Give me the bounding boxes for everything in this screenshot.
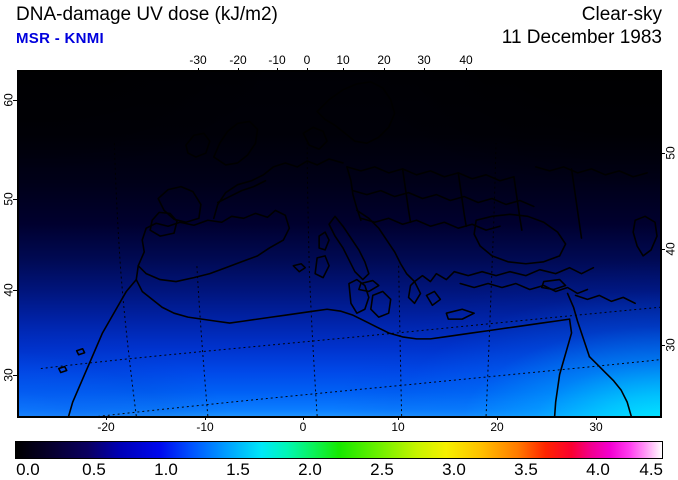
tick-label-longitude-top-1: -20 <box>229 53 247 67</box>
colorbar-tick-label-0: 0.0 <box>16 460 40 479</box>
plot-frame <box>17 70 662 418</box>
tick-label-longitude-top-4: 10 <box>336 53 350 67</box>
tick-mark-latitude-right-2 <box>661 345 665 346</box>
tick-label-latitude-right-2: 30 <box>663 338 678 352</box>
tick-mark-latitude-left-3 <box>13 375 17 376</box>
tick-mark-longitude-bottom-0 <box>106 417 107 420</box>
coastlines <box>57 81 658 416</box>
colorbar-tick-label-1: 0.5 <box>82 460 106 479</box>
tick-label-longitude-top-2: -10 <box>268 53 286 67</box>
coastline-overlay <box>40 81 660 416</box>
tick-mark-latitude-left-0 <box>13 100 17 101</box>
colorbar-tick-label-2: 1.0 <box>154 460 178 479</box>
chart-header: DNA-damage UV dose (kJ/m2) MSR - KNMI Cl… <box>0 0 678 52</box>
page-title: DNA-damage UV dose (kJ/m2) <box>16 4 278 25</box>
source-label: MSR - KNMI <box>16 30 104 47</box>
tick-label-longitude-top-5: 20 <box>377 53 391 67</box>
condition-label: Clear-sky <box>581 4 662 25</box>
tick-mark-longitude-top-6 <box>424 68 425 71</box>
tick-mark-longitude-top-0 <box>198 68 199 71</box>
tick-mark-longitude-top-3 <box>307 68 308 71</box>
tick-mark-longitude-bottom-2 <box>303 417 304 420</box>
tick-label-latitude-right-0: 50 <box>663 146 678 160</box>
colorbar <box>15 441 663 459</box>
colorbar-tick-label-8: 4.0 <box>586 460 610 479</box>
tick-mark-latitude-left-2 <box>13 290 17 291</box>
uv-dose-field <box>19 72 660 416</box>
tick-mark-longitude-top-2 <box>277 68 278 71</box>
tick-mark-longitude-bottom-3 <box>398 417 399 420</box>
tick-label-longitude-top-0: -30 <box>189 53 207 67</box>
colorbar-tick-label-9: 4.5 <box>639 460 663 479</box>
colorbar-tick-label-6: 3.0 <box>442 460 466 479</box>
tick-mark-longitude-top-1 <box>238 68 239 71</box>
colorbar-tick-label-4: 2.0 <box>298 460 322 479</box>
tick-label-longitude-bottom-1: -10 <box>196 420 214 434</box>
tick-mark-longitude-bottom-5 <box>596 417 597 420</box>
tick-label-longitude-top-7: 40 <box>459 53 473 67</box>
tick-label-longitude-bottom-0: -20 <box>97 420 115 434</box>
tick-label-longitude-top-3: 0 <box>303 53 311 67</box>
tick-mark-longitude-bottom-4 <box>497 417 498 420</box>
tick-mark-longitude-top-5 <box>384 68 385 71</box>
tick-mark-longitude-bottom-1 <box>205 417 206 420</box>
tick-mark-longitude-top-7 <box>466 68 467 71</box>
graticule <box>40 143 660 416</box>
tick-mark-latitude-right-0 <box>661 153 665 154</box>
tick-label-longitude-top-6: 30 <box>417 53 431 67</box>
tick-label-latitude-right-1: 40 <box>663 242 678 256</box>
tick-label-longitude-bottom-4: 20 <box>490 420 504 434</box>
tick-mark-longitude-top-4 <box>343 68 344 71</box>
tick-label-longitude-bottom-2: 0 <box>299 420 307 434</box>
colorbar-tick-label-3: 1.5 <box>226 460 250 479</box>
colorbar-tick-label-7: 3.5 <box>514 460 538 479</box>
colorbar-tick-label-5: 2.5 <box>370 460 394 479</box>
tick-mark-latitude-left-1 <box>13 199 17 200</box>
colorbar-gradient <box>15 441 663 459</box>
tick-mark-latitude-right-1 <box>661 249 665 250</box>
map-plot <box>17 70 662 418</box>
tick-label-longitude-bottom-5: 30 <box>589 420 603 434</box>
date-label: 11 December 1983 <box>501 27 662 48</box>
tick-label-longitude-bottom-3: 10 <box>391 420 405 434</box>
